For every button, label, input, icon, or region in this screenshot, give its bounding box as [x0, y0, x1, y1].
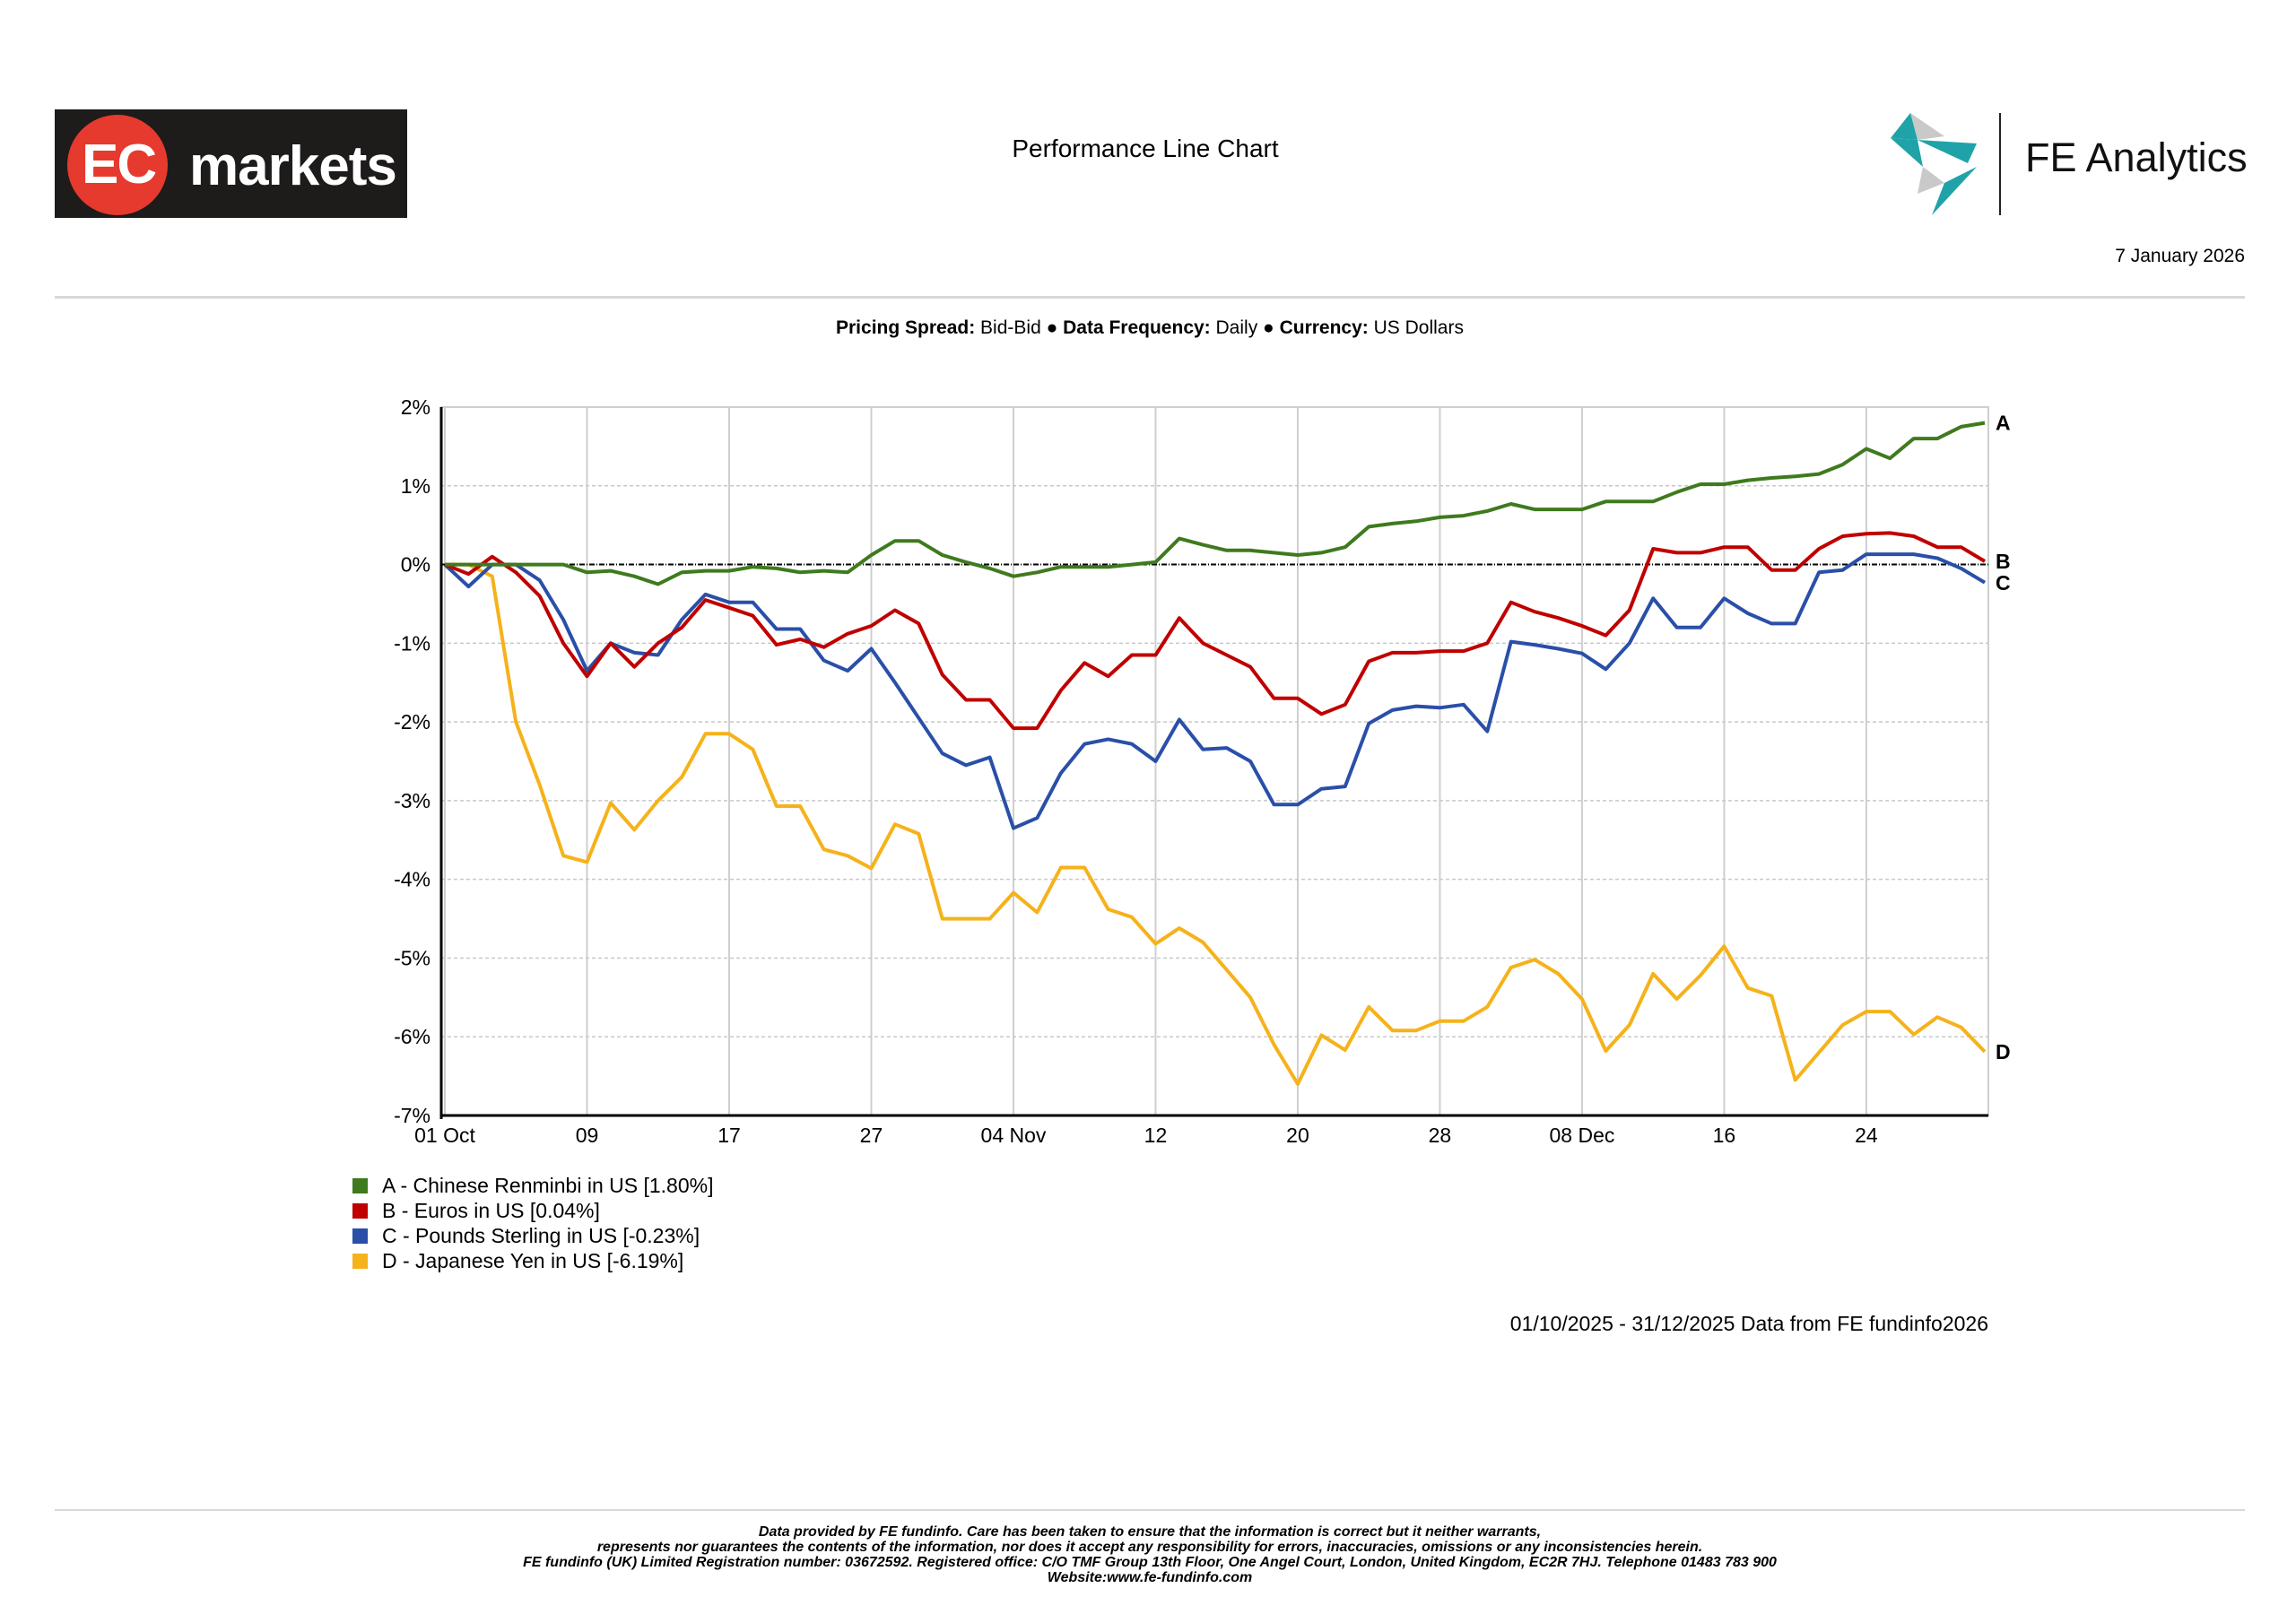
legend-item: A - Chinese Renminbi in US [1.80%] — [352, 1173, 713, 1198]
y-tick-label: -1% — [394, 631, 430, 655]
chart-settings-line: Pricing Spread: Bid-Bid ● Data Frequency… — [0, 317, 2296, 339]
currency-label: Currency: — [1279, 317, 1369, 338]
legend-swatch — [352, 1203, 368, 1219]
x-tick-label: 17 — [718, 1124, 741, 1147]
y-tick-label: -5% — [394, 946, 430, 969]
report-date: 7 January 2026 — [2115, 246, 2245, 266]
series-end-label-c: C — [1996, 571, 2011, 595]
data-frequency-label: Data Frequency: — [1063, 317, 1211, 338]
disclaimer-line: represents nor guarantees the contents o… — [596, 1540, 1703, 1555]
legend-swatch — [352, 1228, 368, 1244]
logo-divider — [1999, 113, 2001, 215]
x-tick-label: 01 Oct — [414, 1124, 475, 1147]
x-tick-label: 16 — [1713, 1124, 1736, 1147]
x-tick-label: 08 Dec — [1550, 1124, 1615, 1147]
pricing-spread-value: Bid-Bid — [980, 317, 1041, 338]
legend-label: B - Euros in US [0.04%] — [382, 1199, 600, 1222]
series-end-label-d: D — [1996, 1040, 2011, 1063]
legend-label: D - Japanese Yen in US [-6.19%] — [382, 1249, 684, 1272]
logo-circle — [67, 115, 168, 215]
series-line-a — [445, 421, 1986, 586]
x-tick-label: 09 — [576, 1124, 599, 1147]
legend-item: B - Euros in US [0.04%] — [352, 1198, 600, 1223]
y-tick-label: -4% — [394, 868, 430, 891]
y-tick-label: 0% — [401, 553, 430, 577]
header-divider — [55, 296, 2245, 299]
x-tick-label: 24 — [1855, 1124, 1878, 1147]
plot-area — [440, 406, 1989, 1116]
legend-label: C - Pounds Sterling in US [-0.23%] — [382, 1224, 700, 1247]
fe-analytics-logo-icon — [1891, 113, 1977, 215]
date-range-source: 01/10/2025 - 31/12/2025 Data from FE fun… — [1509, 1312, 1988, 1335]
separator: ● — [1046, 317, 1058, 338]
legend-swatch — [352, 1254, 368, 1269]
fe-analytics-logo-text: FE Analytics — [2025, 135, 2248, 180]
separator: ● — [1263, 317, 1274, 338]
series-line-d — [445, 562, 1987, 1086]
x-tick-label: 27 — [860, 1124, 883, 1147]
legend-swatch — [352, 1178, 368, 1193]
website-line: Website:www.fe-fundinfo.com — [1047, 1570, 1253, 1585]
y-tick-label: 1% — [401, 474, 430, 498]
logo-markets-text: markets — [189, 135, 397, 197]
x-tick-label: 12 — [1144, 1124, 1168, 1147]
y-tick-label: -7% — [394, 1104, 430, 1127]
legend-item: D - Japanese Yen in US [-6.19%] — [352, 1248, 683, 1273]
y-tick-label: 2% — [401, 395, 430, 419]
x-tick-label: 04 Nov — [981, 1124, 1047, 1147]
currency-value: US Dollars — [1373, 317, 1464, 338]
series-end-label-a: A — [1996, 412, 2011, 435]
y-tick-label: -2% — [394, 710, 430, 733]
y-tick-label: -3% — [394, 789, 430, 812]
ec-markets-logo: EC markets — [55, 109, 407, 218]
disclaimer-line: Data provided by FE fundinfo. Care has b… — [758, 1524, 1542, 1540]
logo-ec-text: EC — [82, 134, 157, 195]
page-title: Performance Line Chart — [1012, 135, 1279, 162]
legend-item: C - Pounds Sterling in US [-0.23%] — [352, 1223, 700, 1248]
series-line-b — [444, 531, 1987, 731]
x-tick-label: 28 — [1429, 1124, 1452, 1147]
x-tick-label: 20 — [1286, 1124, 1309, 1147]
legend-label: A - Chinese Renminbi in US [1.80%] — [382, 1174, 714, 1197]
pricing-spread-label: Pricing Spread: — [836, 317, 976, 338]
footer-divider — [55, 1509, 2245, 1511]
series-line-c — [443, 552, 1987, 830]
series-end-label-b: B — [1996, 550, 2011, 573]
registration-line: FE fundinfo (UK) Limited Registration nu… — [523, 1555, 1777, 1570]
y-tick-label: -6% — [394, 1025, 430, 1048]
data-frequency-value: Daily — [1215, 317, 1258, 338]
